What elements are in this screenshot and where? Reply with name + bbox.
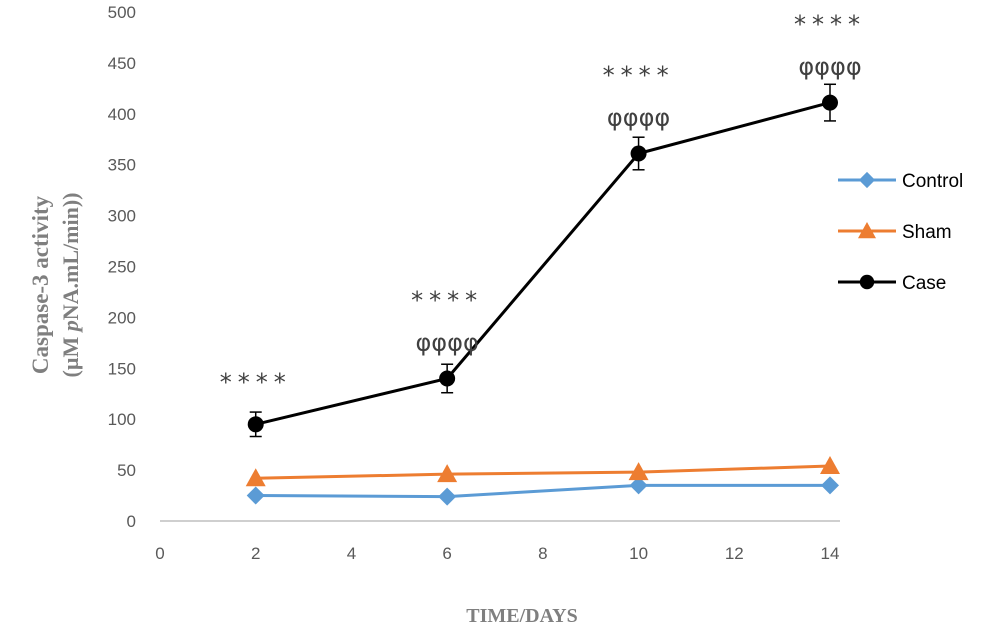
- x-tick-label: 2: [251, 544, 260, 563]
- data-point: [438, 487, 457, 506]
- y-axis-title-line1: Caspase-3 activity: [28, 195, 53, 374]
- significance-phi: φφφφ: [607, 104, 670, 132]
- legend-marker: [858, 171, 876, 189]
- annotations: **** **** φφφφ **** φφφφ **** φφφφ: [220, 11, 866, 397]
- legend-item-case: Case: [838, 273, 946, 294]
- legend-item-control: Control: [838, 171, 963, 192]
- y-tick-label: 450: [108, 54, 136, 73]
- data-point: [820, 456, 840, 475]
- x-axis-title: TIME/DAYS: [466, 605, 578, 627]
- data-point: [247, 416, 264, 433]
- series-control: [246, 476, 839, 506]
- significance-stars: ****: [794, 11, 866, 39]
- series-sham: [245, 456, 840, 487]
- data-point: [439, 370, 456, 387]
- y-axis-title-pre: (µM: [58, 331, 83, 377]
- data-point: [437, 464, 458, 483]
- series-line: [255, 483, 830, 499]
- y-tick-labels: 0 50 100 150 200 250 300 350 400 450 500: [108, 3, 136, 531]
- series-case: [247, 83, 838, 438]
- data-point: [246, 486, 265, 505]
- significance-stars: ****: [411, 286, 483, 314]
- x-tick-labels: 0 2 4 6 8 10 12 14: [155, 544, 839, 563]
- y-tick-label: 350: [108, 156, 136, 175]
- data-point: [630, 145, 647, 162]
- significance-stars: ****: [220, 368, 292, 396]
- data-point: [629, 476, 648, 495]
- x-tick-label: 10: [629, 544, 648, 563]
- significance-stars: ****: [603, 62, 675, 90]
- y-axis-title-post: NA.mL/min)): [58, 193, 83, 321]
- significance-phi: φφφφ: [798, 53, 861, 81]
- x-tick-label: 0: [155, 544, 164, 563]
- legend: Control Sham Case: [838, 171, 963, 294]
- significance-phi: φφφφ: [415, 328, 478, 356]
- series-group: [245, 83, 840, 506]
- y-tick-label: 150: [108, 359, 136, 378]
- data-point: [628, 462, 649, 481]
- x-tick-label: 12: [725, 544, 744, 563]
- legend-marker: [858, 222, 876, 239]
- legend-label: Case: [902, 273, 946, 294]
- series-line: [255, 101, 831, 426]
- y-axis-title-line2: (µM pNA.mL/min)): [58, 193, 83, 378]
- y-tick-label: 200: [108, 308, 136, 327]
- legend-label: Control: [902, 171, 963, 192]
- series-line: [255, 464, 831, 480]
- y-tick-label: 0: [127, 512, 136, 531]
- x-tick-label: 14: [821, 544, 840, 563]
- y-tick-label: 300: [108, 207, 136, 226]
- y-tick-label: 400: [108, 105, 136, 124]
- data-point: [245, 468, 266, 487]
- y-tick-label: 100: [108, 410, 136, 429]
- y-axis-title-italic: p: [58, 320, 83, 333]
- y-axis-title: Caspase-3 activity (µM pNA.mL/min)): [28, 193, 83, 378]
- data-point: [822, 94, 838, 111]
- y-tick-label: 250: [108, 258, 136, 277]
- legend-item-sham: Sham: [838, 222, 952, 243]
- x-tick-label: 6: [442, 544, 451, 563]
- data-point: [821, 476, 839, 495]
- legend-label: Sham: [902, 222, 952, 243]
- x-tick-label: 8: [538, 544, 547, 563]
- y-tick-label: 500: [108, 3, 136, 22]
- x-tick-label: 4: [347, 544, 356, 563]
- legend-marker: [859, 274, 875, 290]
- y-tick-label: 50: [117, 461, 136, 480]
